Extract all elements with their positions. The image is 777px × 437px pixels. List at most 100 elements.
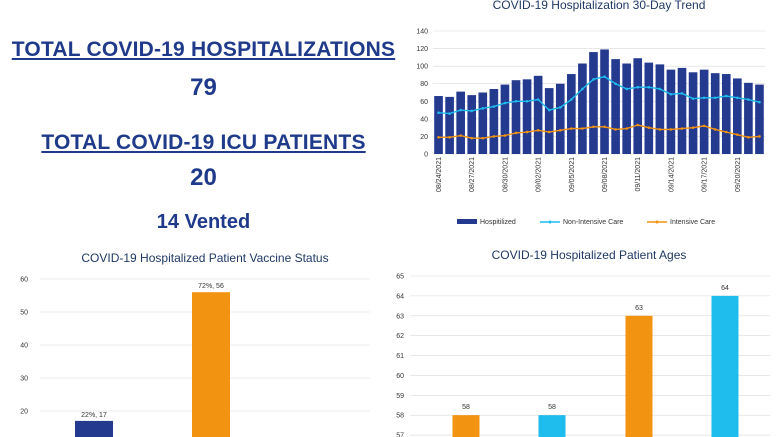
trend-bar-hospitalized (500, 84, 510, 154)
legend-intensive-label: Intensive Care (670, 219, 715, 226)
ages-y-tick-label: 61 (396, 353, 404, 360)
trend-point-intensive (636, 123, 640, 127)
trend-bar-hospitalized (555, 83, 565, 154)
trend-point-intensive (680, 127, 684, 130)
trend-point-intensive (702, 124, 706, 128)
vaccine-y-tick-label: 60 (20, 277, 28, 284)
trend-bar-hospitalized (622, 63, 631, 154)
trend-point-intensive (525, 130, 529, 134)
total-icu-value: 20 (190, 164, 217, 191)
ages-y-tick-label: 64 (396, 293, 404, 300)
trend-bar-hospitalized (699, 69, 709, 154)
ages-y-tick-label: 58 (396, 413, 404, 420)
trend-bar-hospitalized (655, 64, 665, 154)
trend-x-tick-label: 09/17/2021 (702, 157, 709, 192)
trend-point-intensive (603, 125, 606, 129)
trend-bar-hospitalized (478, 92, 488, 154)
ages-chart-title: COVID-19 Hospitalized Patient Ages (492, 248, 687, 262)
trend-point-non-intensive (636, 85, 640, 89)
ages-data-label: 58 (462, 404, 470, 411)
trend-point-intensive (724, 130, 728, 134)
trend-y-tick-label: 60 (420, 99, 428, 106)
trend-bar-hospitalized (489, 88, 499, 154)
trend-point-intensive (614, 128, 617, 131)
legend-intensive-marker (655, 220, 659, 224)
trend-point-non-intensive (647, 85, 651, 89)
total-hospitalizations-value: 79 (190, 74, 217, 101)
trend-point-non-intensive (702, 96, 706, 100)
trend-x-tick-label: 08/24/2021 (436, 157, 443, 192)
ages-data-label: 63 (635, 305, 643, 312)
trend-bar-hospitalized (522, 79, 532, 154)
ages-y-tick-label: 57 (396, 433, 404, 437)
trend-line-intensive (438, 124, 760, 139)
trend-point-intensive (481, 136, 485, 140)
trend-point-non-intensive (570, 98, 573, 101)
trend-bar-hospitalized (644, 62, 654, 154)
trend-point-non-intensive (669, 92, 673, 96)
trend-point-non-intensive (481, 107, 485, 110)
trend-x-tick-label: 08/27/2021 (469, 157, 476, 192)
trend-bar-hospitalized (567, 74, 576, 154)
trend-y-tick-label: 20 (420, 134, 428, 141)
ages-y-tick-label: 63 (396, 313, 404, 320)
ages-data-label: 58 (548, 404, 556, 411)
trend-bar-hospitalized (611, 59, 620, 154)
trend-point-non-intensive (581, 87, 584, 91)
trend-bar-hospitalized (733, 78, 742, 154)
trend-bar-hospitalized (755, 84, 764, 154)
trend-point-non-intensive (514, 99, 518, 103)
trend-point-non-intensive (470, 109, 474, 113)
trend-point-intensive (669, 128, 673, 131)
vaccine-data-label: 72%, 56 (198, 283, 224, 290)
legend-hospitalized-swatch (457, 219, 477, 224)
trend-point-non-intensive (713, 96, 717, 100)
trend-point-intensive (547, 130, 551, 134)
trend-point-non-intensive (437, 111, 440, 115)
trend-point-intensive (758, 135, 761, 138)
vaccine-y-tick-label: 30 (20, 376, 28, 383)
trend-point-non-intensive (691, 97, 695, 100)
trend-point-intensive (448, 136, 451, 139)
trend-point-non-intensive (525, 99, 529, 103)
trend-bar-hospitalized (710, 73, 720, 154)
vaccine-y-tick-label: 50 (20, 310, 28, 317)
trend-point-intensive (470, 136, 474, 140)
trend-x-tick-label: 09/08/2021 (602, 157, 609, 192)
trend-point-intensive (437, 136, 440, 139)
vaccine-bar (75, 420, 113, 437)
trend-point-non-intensive (459, 108, 462, 112)
total-hospitalizations-title: TOTAL COVID-19 HOSPITALIZATIONS (11, 38, 396, 61)
trend-point-intensive (713, 128, 717, 131)
trend-bar-hospitalized (445, 96, 454, 154)
trend-bar-hospitalized (456, 91, 465, 154)
trend-bar-hospitalized (578, 63, 587, 154)
ages-bar (711, 295, 739, 437)
trend-point-non-intensive (758, 100, 761, 104)
trend-point-intensive (647, 126, 651, 129)
ages-y-tick-label: 60 (396, 373, 404, 380)
trend-bar-hospitalized (434, 96, 443, 154)
trend-point-intensive (570, 127, 573, 130)
trend-y-tick-label: 0 (424, 152, 428, 159)
trend-point-intensive (736, 133, 739, 136)
ages-bar (538, 415, 566, 437)
trend-point-non-intensive (603, 75, 606, 78)
trend-point-non-intensive (625, 87, 628, 91)
trend-x-tick-label: 09/20/2021 (735, 157, 742, 192)
vaccine-chart-title: COVID-19 Hospitalized Patient Vaccine St… (81, 251, 328, 265)
trend-x-tick-label: 09/14/2021 (668, 157, 675, 192)
trend-point-intensive (514, 131, 518, 135)
ages-y-tick-label: 65 (396, 274, 404, 281)
trend-point-intensive (503, 134, 507, 137)
trend-bar-hospitalized (677, 67, 687, 154)
trend-chart-title: COVID-19 Hospitalization 30-Day Trend (493, 0, 706, 12)
trend-point-non-intensive (558, 106, 562, 109)
vented-count: 14 Vented (156, 211, 251, 233)
trend-point-intensive (691, 126, 695, 129)
trend-point-non-intensive (547, 108, 551, 112)
trend-bar-hospitalized (589, 52, 598, 155)
trend-line-non-intensive (438, 75, 760, 115)
legend-hospitalized-label: Hospitilized (480, 219, 516, 226)
